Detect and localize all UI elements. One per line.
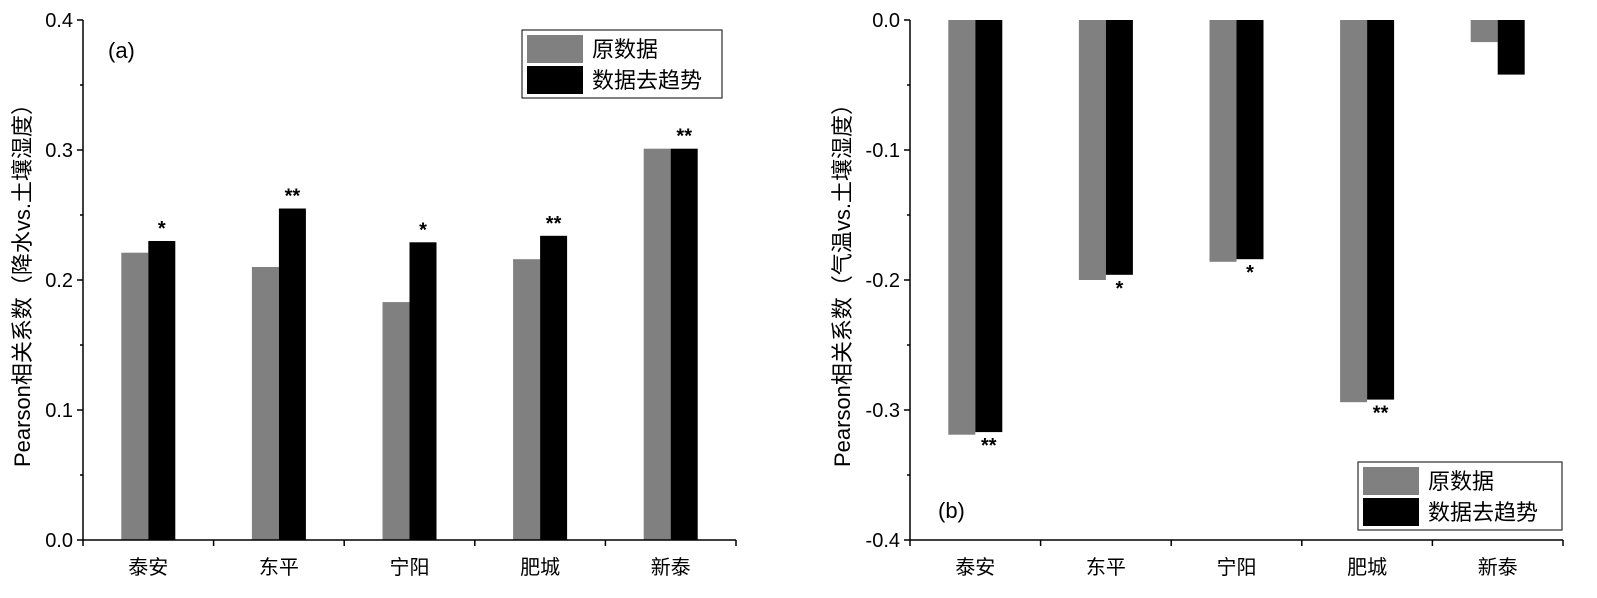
- significance-marker: *: [1246, 262, 1254, 284]
- y-axis-label: Pearson相关系数（降水vs.土壤湿度）: [10, 93, 35, 467]
- y-tick-label: -0.4: [866, 530, 900, 552]
- x-category-label: 东平: [1086, 555, 1126, 579]
- bar-detrended-0: [975, 20, 1003, 433]
- x-category-label: 新泰: [1478, 555, 1518, 579]
- bar-original-2: [382, 302, 410, 540]
- y-axis-label: Pearson相关系数（气温vs.土壤湿度）: [830, 93, 855, 467]
- bar-detrended-2: [1236, 20, 1264, 260]
- y-tick-label: 0.0: [872, 10, 900, 32]
- x-category-label: 肥城: [520, 555, 560, 579]
- bar-original-3: [513, 259, 541, 540]
- legend-swatch-original: [527, 35, 583, 63]
- x-category-label: 肥城: [1347, 555, 1387, 579]
- legend-swatch-original: [1363, 467, 1419, 495]
- legend-label-original: 原数据: [1428, 470, 1494, 495]
- x-category-label: 泰安: [955, 555, 995, 579]
- y-tick-label: -0.3: [866, 400, 900, 422]
- x-category-label: 宁阳: [390, 555, 430, 579]
- bar-original-0: [121, 252, 149, 540]
- y-tick-label: -0.2: [866, 270, 900, 292]
- bar-original-0: [948, 20, 976, 435]
- significance-marker: **: [546, 213, 562, 235]
- bar-detrended-3: [540, 235, 568, 541]
- significance-marker: *: [419, 219, 427, 241]
- significance-marker: *: [158, 218, 166, 240]
- significance-marker: **: [676, 126, 692, 148]
- bar-original-3: [1340, 20, 1368, 403]
- bar-detrended-0: [148, 241, 176, 540]
- bar-detrended-1: [278, 208, 306, 540]
- y-tick-label: -0.1: [866, 140, 900, 162]
- bar-original-2: [1209, 20, 1237, 262]
- legend-label-original: 原数据: [592, 38, 658, 63]
- significance-marker: **: [285, 186, 301, 208]
- y-tick-label: 0.2: [45, 270, 73, 292]
- x-category-label: 宁阳: [1217, 555, 1257, 579]
- y-tick-label: 0.0: [45, 530, 73, 552]
- bar-original-1: [1078, 20, 1106, 280]
- significance-marker: **: [981, 435, 997, 457]
- bar-detrended-4: [670, 148, 698, 540]
- panel-label: (a): [108, 38, 135, 63]
- y-tick-label: 0.3: [45, 140, 73, 162]
- bar-original-4: [643, 148, 671, 540]
- y-tick-label: 0.4: [45, 10, 73, 32]
- bar-detrended-3: [1367, 20, 1395, 400]
- x-category-label: 泰安: [128, 555, 168, 579]
- bar-detrended-2: [409, 242, 437, 541]
- x-category-label: 东平: [259, 555, 299, 579]
- significance-marker: **: [1373, 403, 1389, 425]
- y-tick-label: 0.1: [45, 400, 73, 422]
- legend-swatch-detrended: [527, 66, 583, 94]
- bar-original-4: [1470, 20, 1498, 43]
- significance-marker: *: [1116, 278, 1124, 300]
- bar-detrended-4: [1497, 20, 1525, 75]
- legend-label-detrended: 数据去趋势: [1428, 501, 1538, 526]
- x-category-label: 新泰: [651, 555, 691, 579]
- panel-label: (b): [938, 498, 965, 523]
- chart-panel-a: **** ****0.00.10.20.30.4泰安 东平 宁阳 肥城 新泰Pearson…: [10, 10, 737, 579]
- legend-swatch-detrended: [1363, 498, 1419, 526]
- bar-original-1: [251, 267, 279, 540]
- chart-panel-b: ******-0.4-0.3-0.2-0.10.0泰安 东平 宁阳 肥城 新泰Pears…: [830, 10, 1564, 579]
- legend-label-detrended: 数据去趋势: [592, 69, 702, 94]
- bar-detrended-1: [1105, 20, 1133, 275]
